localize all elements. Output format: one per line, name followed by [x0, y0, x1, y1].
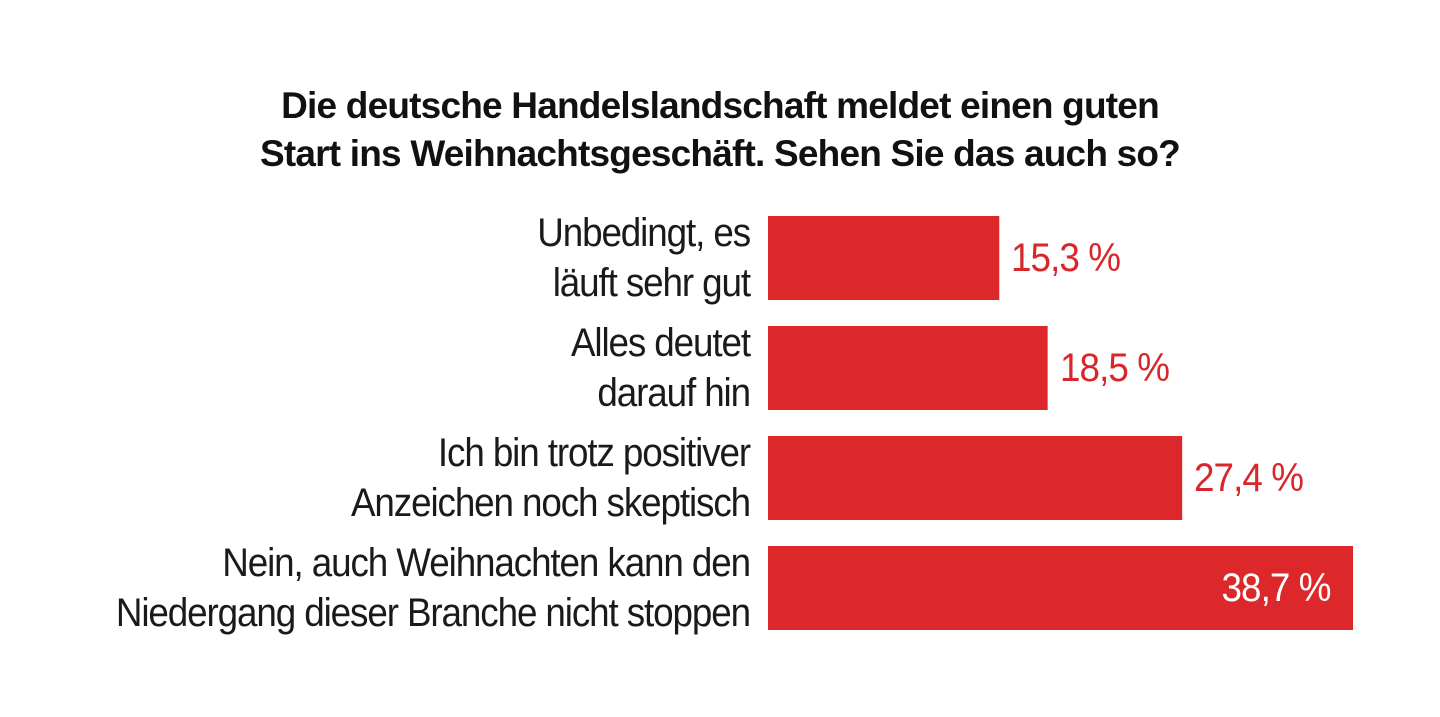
category-label-4-line-2: Niedergang dieser Branche nicht stoppen — [115, 591, 751, 635]
bar-3 — [768, 436, 1183, 520]
category-label-3-line-2: Anzeichen noch skeptisch — [350, 481, 751, 525]
category-label-1-line-1: Unbedingt, es — [537, 211, 751, 255]
value-label-2: 18,5 % — [1059, 346, 1170, 390]
category-label-4-line-1: Nein, auch Weihnachten kann den — [222, 541, 751, 585]
chart-title-line-1: Die deutsche Handelslandschaft meldet ei… — [281, 85, 1160, 126]
chart-title-line-2: Start ins Weihnachtsgeschäft. Sehen Sie … — [260, 133, 1181, 174]
value-label-1: 15,3 % — [1011, 236, 1121, 280]
category-label-1: Unbedingt, es läuft sehr gut — [88, 208, 751, 308]
value-label-3: 27,4 % — [1194, 456, 1304, 500]
category-label-2-line-1: Alles deutet — [570, 321, 751, 365]
value-label-4: 38,7 % — [1221, 566, 1332, 610]
category-label-2-line-2: darauf hin — [597, 371, 751, 415]
category-label-4: Nein, auch Weihnachten kann den Niedergan… — [88, 538, 751, 638]
bar-4 — [768, 546, 1353, 630]
category-label-3-line-1: Ich bin trotz positiver — [437, 431, 751, 475]
bar-2 — [768, 326, 1048, 410]
category-label-1-line-2: läuft sehr gut — [552, 261, 751, 305]
bar-1 — [768, 216, 1000, 300]
chart-title: Die deutsche Handelslandschaft meldet ei… — [0, 82, 1440, 178]
category-label-2: Alles deutet darauf hin — [88, 318, 751, 418]
category-label-3: Ich bin trotz positiver Anzeichen noch sk… — [88, 428, 751, 528]
